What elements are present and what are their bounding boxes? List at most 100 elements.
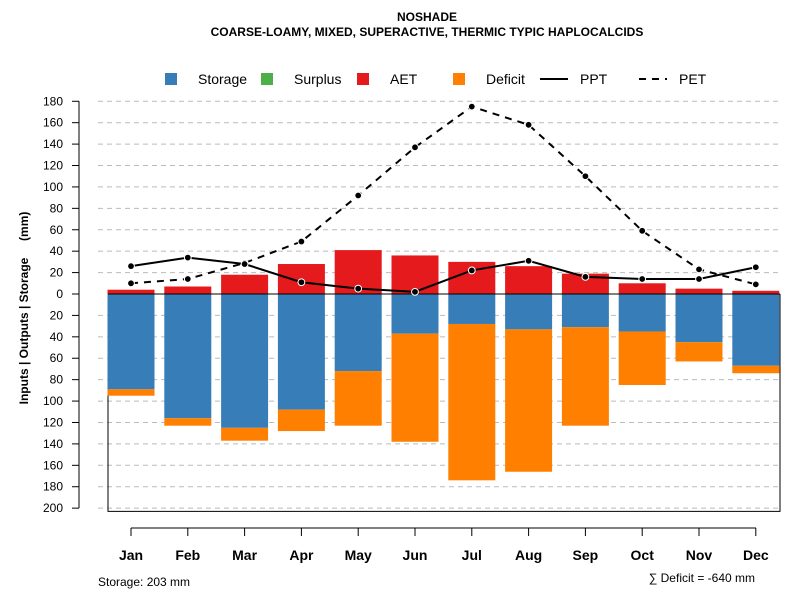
y-tick-label: 60 [50,351,64,365]
ppt-point [524,256,533,265]
x-tick-label: Mar [232,547,257,563]
y-tick-label: 80 [50,373,64,387]
y-tick-label: 60 [50,223,64,237]
x-axis: Jan Feb Mar Apr May Jun Jul Aug Sep Oct Nov Dec [119,527,769,563]
bar-deficit [675,342,723,362]
legend-label: AET [390,71,418,87]
y-axis-label: Inputs | Outputs | Storage (mm) [17,212,31,405]
x-tick-label: Aug [515,547,542,563]
bar-deficit [618,331,666,386]
bar-storage [732,294,780,366]
y-tick-label: 20 [50,266,64,280]
y-tick-label: 180 [43,480,63,494]
bar-aet [221,274,269,294]
bar-storage [391,294,439,334]
x-tick-label: Nov [686,547,713,563]
ppt-point [297,278,306,287]
bar-aet [561,273,609,294]
pet-point [297,237,306,246]
ppt-point [240,260,249,268]
chart-subtitle: COARSE-LOAMY, MIXED, SUPERACTIVE, THERMI… [211,25,644,39]
bar-aet [505,266,553,294]
pet-point [638,226,647,235]
y-tick-label: 120 [43,159,63,173]
bar-storage [561,294,609,328]
bar-deficit [334,371,382,426]
legend-label: Deficit [486,71,525,87]
y-tick-label: 40 [50,330,64,344]
x-tick-label: Sep [573,547,599,563]
ppt-point [183,253,192,262]
legend-label: PPT [580,71,608,87]
x-tick-label: Dec [743,547,769,563]
bar-deficit [277,409,325,432]
bar-aet [675,288,723,294]
pet-point [581,172,590,181]
bar-deficit [391,333,439,442]
legend-label: Storage [198,71,247,87]
y-tick-label: 100 [43,394,63,408]
ppt-point [581,272,590,281]
x-tick-label: Oct [631,547,655,563]
legend-label: Surplus [294,71,341,87]
bar-deficit [107,389,155,396]
bar-storage [277,294,325,410]
legend-swatch [357,73,369,85]
y-tick-label: 40 [50,244,64,258]
pet-point [751,280,760,289]
bar-deficit [448,323,496,481]
bar-deficit [221,427,269,441]
pet-line [130,105,757,286]
ppt-point [354,284,363,293]
bar-aet [107,289,155,294]
x-tick-label: May [345,547,372,563]
bar-deficit [164,418,212,426]
bar-aet [164,286,212,294]
y-tick-label: 200 [43,501,63,515]
bar-aet [618,283,666,294]
bar-storage [221,294,269,428]
y-tick-label: 120 [43,415,63,429]
ppt-point [127,262,135,271]
ppt-line [130,256,757,293]
pet-point [183,275,192,283]
deficit-sum-footnote: ∑ Deficit = -640 mm [649,571,755,585]
lines [127,102,760,296]
bar-storage [675,294,723,343]
y-tick-label: 160 [43,458,63,472]
bar-aet [732,290,780,294]
y-tick-label: 160 [43,116,63,130]
x-tick-label: Apr [289,547,314,563]
bar-aet [391,255,439,294]
bar-storage [334,294,382,372]
x-tick-label: Jan [119,547,143,563]
bar-storage [107,294,155,390]
chart-title: NOSHADE [397,10,457,24]
storage-capacity-frame [107,294,781,512]
bar-storage [618,294,666,332]
y-tick-label: 180 [43,94,63,108]
storage-footnote: Storage: 203 mm [98,575,190,589]
legend-swatch [165,73,177,85]
bars [107,250,781,512]
bar-storage [505,294,553,330]
bar-deficit [732,365,780,374]
pet-point [467,102,476,111]
legend-swatch [453,73,465,85]
bar-storage [448,294,496,324]
y-tick-label: 140 [43,137,63,151]
pet-point [524,120,533,129]
pet-point [127,279,135,288]
x-tick-label: Feb [175,547,200,563]
pet-point [695,265,703,274]
ppt-point [467,266,476,275]
ppt-point [411,287,419,296]
ppt-point [695,275,703,283]
y-tick-label: 20 [50,308,64,322]
legend-swatch [261,73,273,85]
y-tick-label: 140 [43,437,63,451]
x-tick-label: Jul [462,547,482,563]
bar-deficit [561,327,609,426]
bar-deficit [505,329,553,472]
